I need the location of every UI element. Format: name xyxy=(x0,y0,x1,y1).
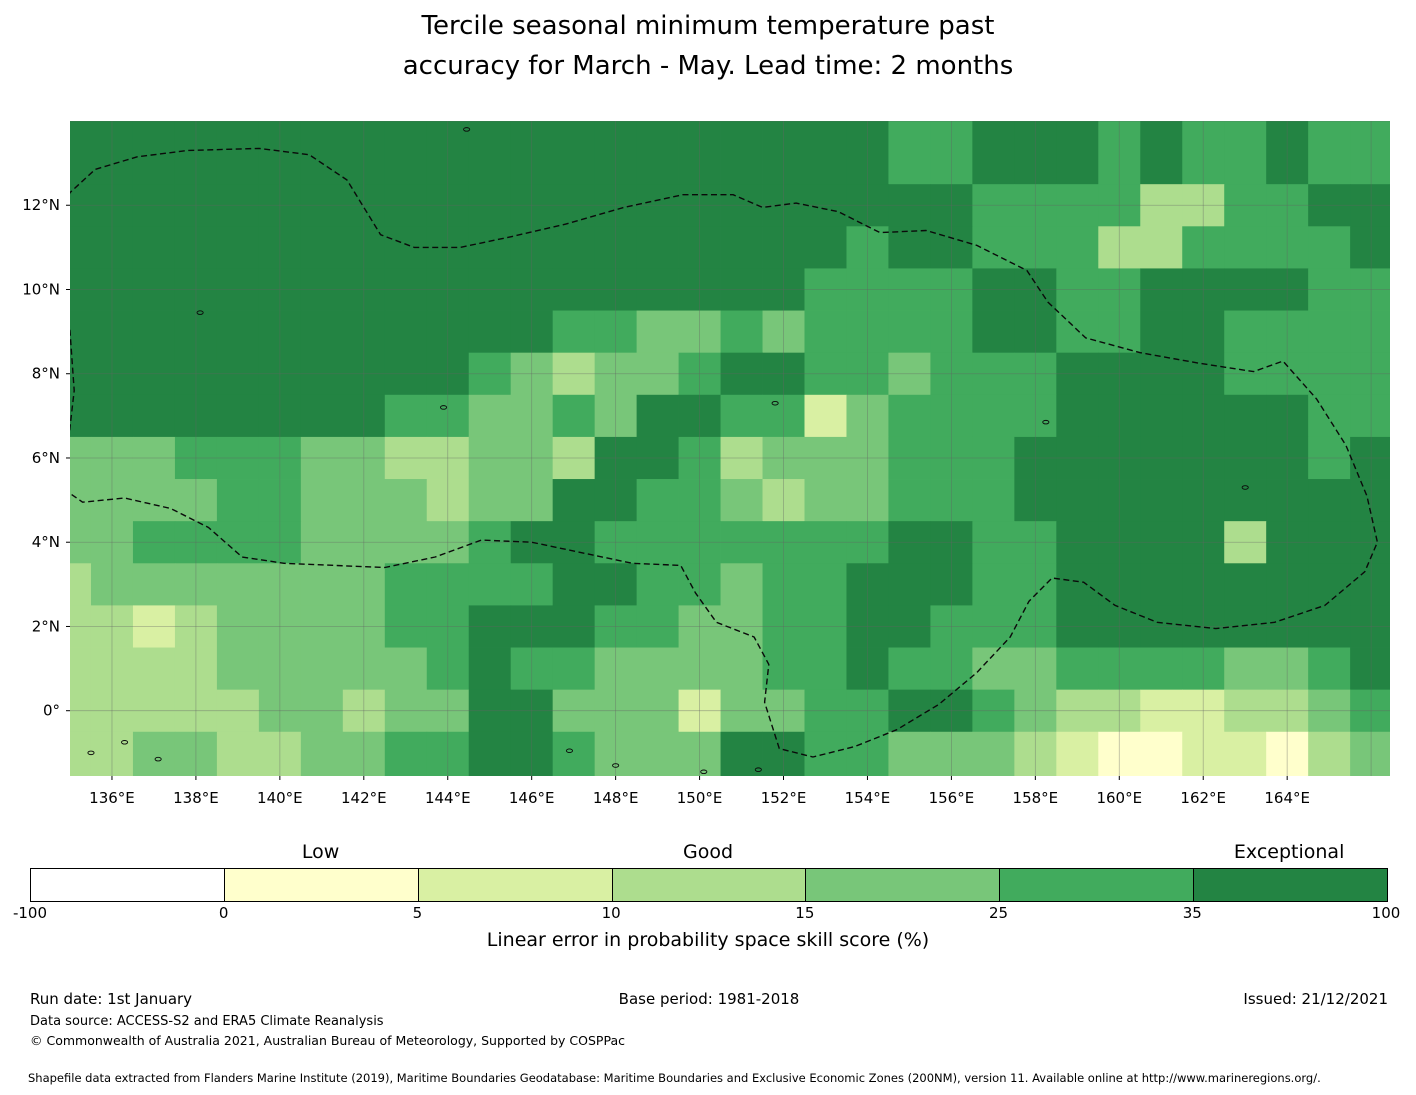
footer-row: Run date: 1st January Base period: 1981-… xyxy=(30,990,1388,1010)
map-plot: 136°E 138°E 140°E 142°E 144°E 146°E 148°E 150°E… xyxy=(22,121,1390,807)
x-tick-label: 152°E xyxy=(761,789,807,807)
x-tick-label: 148°E xyxy=(593,789,639,807)
run-date-text: Run date: 1st January xyxy=(30,990,193,1008)
island-outline xyxy=(565,748,574,753)
colorbar-segment xyxy=(611,869,806,901)
chart-title-line1: Tercile seasonal minimum temperature pas… xyxy=(421,11,995,41)
y-tick-label: 12°N xyxy=(22,196,60,214)
colorbar-tick-label: 10 xyxy=(601,904,621,922)
island-outline xyxy=(87,750,95,756)
colorbar-segment xyxy=(417,869,612,901)
colorbar-tick-row: -100 0 5 10 15 25 35 100 xyxy=(13,904,1400,924)
island-outline xyxy=(56,738,62,742)
island-outline xyxy=(439,405,448,410)
colorbar-segment xyxy=(1193,869,1388,901)
colorbar-category-row: Low Good Exceptional xyxy=(30,841,1386,867)
x-tick-label: 164°E xyxy=(1264,789,1310,807)
y-tick-label: 8°N xyxy=(32,365,60,383)
colorbar-segment xyxy=(999,869,1194,901)
x-tick-label: 162°E xyxy=(1180,789,1226,807)
x-tick-label: 140°E xyxy=(257,789,303,807)
x-tick-label: 146°E xyxy=(509,789,555,807)
x-tick-label: 136°E xyxy=(89,789,135,807)
copyright-text: © Commonwealth of Australia 2021, Austra… xyxy=(30,1033,625,1048)
colorbar-category-label: Low xyxy=(301,841,340,863)
issued-text: Issued: 21/12/2021 xyxy=(1243,990,1388,1008)
y-tick-label: 2°N xyxy=(32,617,60,635)
x-tick-label: 156°E xyxy=(929,789,975,807)
island-outline xyxy=(754,767,762,772)
colorbar-tick-label: -100 xyxy=(12,904,48,922)
island-outline xyxy=(612,763,620,768)
x-tick-label: 160°E xyxy=(1096,789,1142,807)
colorbar-segment xyxy=(223,869,418,901)
island-outline xyxy=(196,310,204,315)
chart-title: Tercile seasonal minimum temperature pas… xyxy=(0,6,1416,86)
colorbar-axis-label: Linear error in probability space skill … xyxy=(486,929,930,951)
x-tick-label: 142°E xyxy=(341,789,387,807)
island-outline xyxy=(463,127,471,132)
map-grid xyxy=(56,121,1390,776)
x-tick-label: 144°E xyxy=(425,789,471,807)
y-tick-label: 0° xyxy=(43,702,60,720)
colorbar-segment xyxy=(805,869,1000,901)
x-tick-label: 150°E xyxy=(677,789,723,807)
base-period-text: Base period: 1981-2018 xyxy=(618,990,800,1008)
colorbar-tick-label: 5 xyxy=(412,904,423,922)
colorbar xyxy=(30,868,1388,902)
island-outline xyxy=(1042,419,1050,425)
colorbar-category-label: Exceptional xyxy=(1233,841,1345,863)
shapefile-note-text: Shapefile data extracted from Flanders M… xyxy=(28,1071,1321,1085)
colorbar-tick-label: 35 xyxy=(1182,904,1202,922)
colorbar-tick-label: 25 xyxy=(989,904,1009,922)
eez-boundary-line xyxy=(70,147,1379,758)
island-outline xyxy=(154,756,162,762)
chart-title-line2: accuracy for March - May. Lead time: 2 m… xyxy=(402,51,1014,81)
island-outline xyxy=(1241,485,1249,490)
island-outline xyxy=(771,400,779,406)
island-outline xyxy=(121,740,129,745)
island-outline xyxy=(700,769,708,775)
y-tick-label: 4°N xyxy=(32,533,60,551)
colorbar-tick-label: 15 xyxy=(795,904,815,922)
x-tick-label: 154°E xyxy=(845,789,891,807)
y-tick-label: 6°N xyxy=(32,449,60,467)
colorbar-segment xyxy=(31,869,224,901)
colorbar-category-label: Good xyxy=(682,841,734,863)
data-source-text: Data source: ACCESS-S2 and ERA5 Climate … xyxy=(30,1014,384,1029)
y-tick-label: 10°N xyxy=(22,280,60,298)
x-tick-label: 138°E xyxy=(173,789,219,807)
colorbar-tick-label: 100 xyxy=(1371,904,1401,922)
x-tick-label: 158°E xyxy=(1013,789,1059,807)
colorbar-tick-label: 0 xyxy=(218,904,229,922)
